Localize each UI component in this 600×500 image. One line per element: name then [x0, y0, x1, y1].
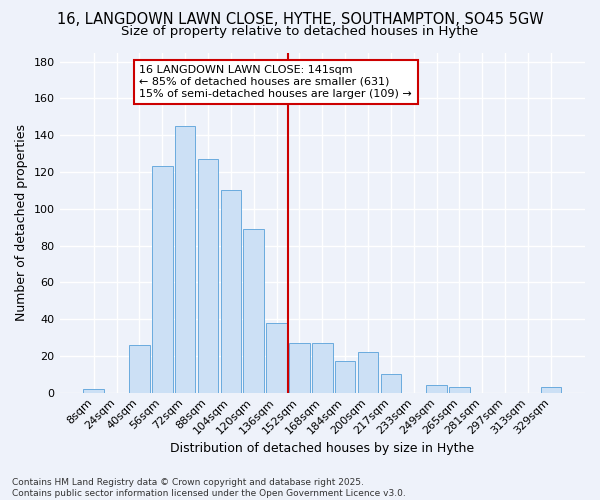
Bar: [83, 389, 104, 392]
Bar: [312, 343, 332, 392]
Bar: [266, 322, 287, 392]
Text: 16, LANGDOWN LAWN CLOSE, HYTHE, SOUTHAMPTON, SO45 5GW: 16, LANGDOWN LAWN CLOSE, HYTHE, SOUTHAMP…: [56, 12, 544, 28]
Bar: [289, 343, 310, 392]
Bar: [152, 166, 173, 392]
Bar: [221, 190, 241, 392]
Bar: [380, 374, 401, 392]
Bar: [335, 362, 355, 392]
Text: Size of property relative to detached houses in Hythe: Size of property relative to detached ho…: [121, 25, 479, 38]
Bar: [198, 159, 218, 392]
Bar: [541, 387, 561, 392]
Bar: [129, 345, 150, 393]
Bar: [358, 352, 378, 393]
Text: Contains HM Land Registry data © Crown copyright and database right 2025.
Contai: Contains HM Land Registry data © Crown c…: [12, 478, 406, 498]
X-axis label: Distribution of detached houses by size in Hythe: Distribution of detached houses by size …: [170, 442, 475, 455]
Bar: [175, 126, 196, 392]
Bar: [244, 229, 264, 392]
Bar: [449, 387, 470, 392]
Bar: [426, 386, 447, 392]
Y-axis label: Number of detached properties: Number of detached properties: [15, 124, 28, 321]
Text: 16 LANGDOWN LAWN CLOSE: 141sqm
← 85% of detached houses are smaller (631)
15% of: 16 LANGDOWN LAWN CLOSE: 141sqm ← 85% of …: [139, 66, 412, 98]
